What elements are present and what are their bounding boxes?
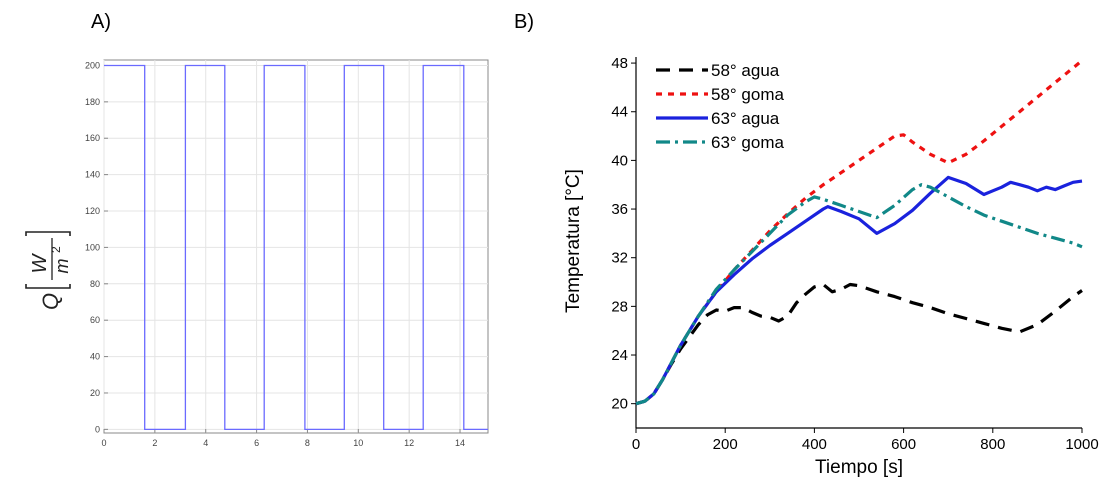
panel-b-y-tick-label: 20	[611, 396, 628, 413]
panel-a-y-tick-label: 180	[85, 97, 100, 107]
panel-b-y-tick-label: 32	[611, 250, 628, 267]
panel-a-x-tick-label: 2	[152, 438, 157, 448]
panel-b-y-tick-label: 24	[611, 347, 628, 364]
panel-a-unit-denominator: m	[52, 259, 72, 274]
panel-b-legend-label: 58° goma	[711, 85, 785, 104]
panel-a-plot-frame	[103, 59, 489, 434]
panel-a-y-axis-label: Q W m 2	[25, 231, 72, 310]
panel-b-y-tick-label: 48	[611, 55, 628, 72]
panel-b-x-tick-label: 0	[632, 436, 640, 453]
panel-b-x-axis-label: Tiempo [s]	[815, 457, 903, 478]
panel-b-series-line	[635, 183, 1083, 406]
panel-b-legend-label: 58° agua	[711, 61, 780, 80]
panel-a-y-tick-label: 200	[85, 60, 100, 70]
panel-a-y-tick-label: 80	[90, 279, 100, 289]
panel-a-gridlines	[103, 60, 488, 433]
panel-b-legend-label: 63° goma	[711, 133, 785, 152]
panel-a-y-tick-label: 60	[90, 315, 100, 325]
panel-a-y-tick-label: 20	[90, 388, 100, 398]
panel-a-x-tick-label: 10	[353, 438, 363, 448]
panel-b-y-axis-label: Temperatura [°C]	[563, 169, 584, 313]
panel-a-y-tick-label: 100	[85, 242, 100, 252]
panel-b-x-ticks: 0 200 400 600 800 1000	[632, 428, 1099, 453]
panel-b-y-tick-label: 40	[611, 152, 628, 169]
panel-a-unit-numerator: W	[29, 252, 51, 273]
panel-a-label: A)	[91, 11, 111, 33]
panel-b-x-tick-label: 400	[802, 436, 827, 453]
panel-b-y-tick-label: 28	[611, 298, 628, 315]
panel-a-x-tick-label: 4	[203, 438, 208, 448]
panel-b-x-tick-label: 200	[713, 436, 738, 453]
panel-a-y-axis-symbol: Q	[38, 293, 63, 310]
panel-b-x-tick-label: 1000	[1065, 436, 1098, 453]
right-bracket-icon	[25, 231, 71, 236]
panel-b-axes	[635, 57, 1082, 429]
panel-b-series-line	[635, 282, 1083, 406]
panel-b-x-tick-label: 800	[980, 436, 1005, 453]
panel-b-label: B)	[514, 11, 534, 33]
panel-b-y-tick-label: 44	[611, 104, 628, 121]
panel-a-y-ticks: 0 20 40 60 80 100 120 140 160 180 200	[85, 60, 108, 434]
panel-a-unit-exponent: 2	[49, 246, 63, 253]
panel-b-legend-label: 63° agua	[711, 109, 780, 128]
panel-b-y-tick-label: 36	[611, 201, 628, 218]
panel-b-x-tick-label: 600	[891, 436, 916, 453]
panel-a-x-tick-label: 6	[254, 438, 259, 448]
panel-a-series	[104, 64, 488, 431]
panel-a-y-tick-label: 160	[85, 133, 100, 143]
panel-a-y-tick-label: 140	[85, 170, 100, 180]
panel-a-chart: A) 0 2 4 6 8 10 12 14 0 20 40 60 80 100 120 140 160 180 2…	[25, 11, 489, 448]
left-bracket-icon	[25, 284, 71, 289]
panel-b-chart: B) 0 200 400 600 800 1000 20 24 28 32 36 40 44 48 58…	[514, 11, 1099, 478]
panel-b-series-line	[635, 59, 1084, 406]
panel-a-x-ticks: 0 2 4 6 8 10 12 14	[101, 429, 465, 448]
panel-a-x-tick-label: 8	[305, 438, 310, 448]
panel-b-series-line	[635, 175, 1083, 406]
panel-b-series	[635, 59, 1084, 406]
panel-a-y-tick-label: 40	[90, 352, 100, 362]
panel-b-legend: 58° agua 58° goma 63° agua 63° goma	[656, 61, 785, 152]
panel-a-series-line	[104, 64, 488, 431]
panel-a-x-tick-label: 12	[404, 438, 414, 448]
panel-a-y-tick-label: 120	[85, 206, 100, 216]
panel-b-y-ticks: 20 24 28 32 36 40 44 48	[611, 55, 636, 413]
panel-a-x-tick-label: 0	[101, 438, 106, 448]
panel-a-y-tick-label: 0	[95, 424, 100, 434]
panel-a-x-tick-label: 14	[455, 438, 465, 448]
